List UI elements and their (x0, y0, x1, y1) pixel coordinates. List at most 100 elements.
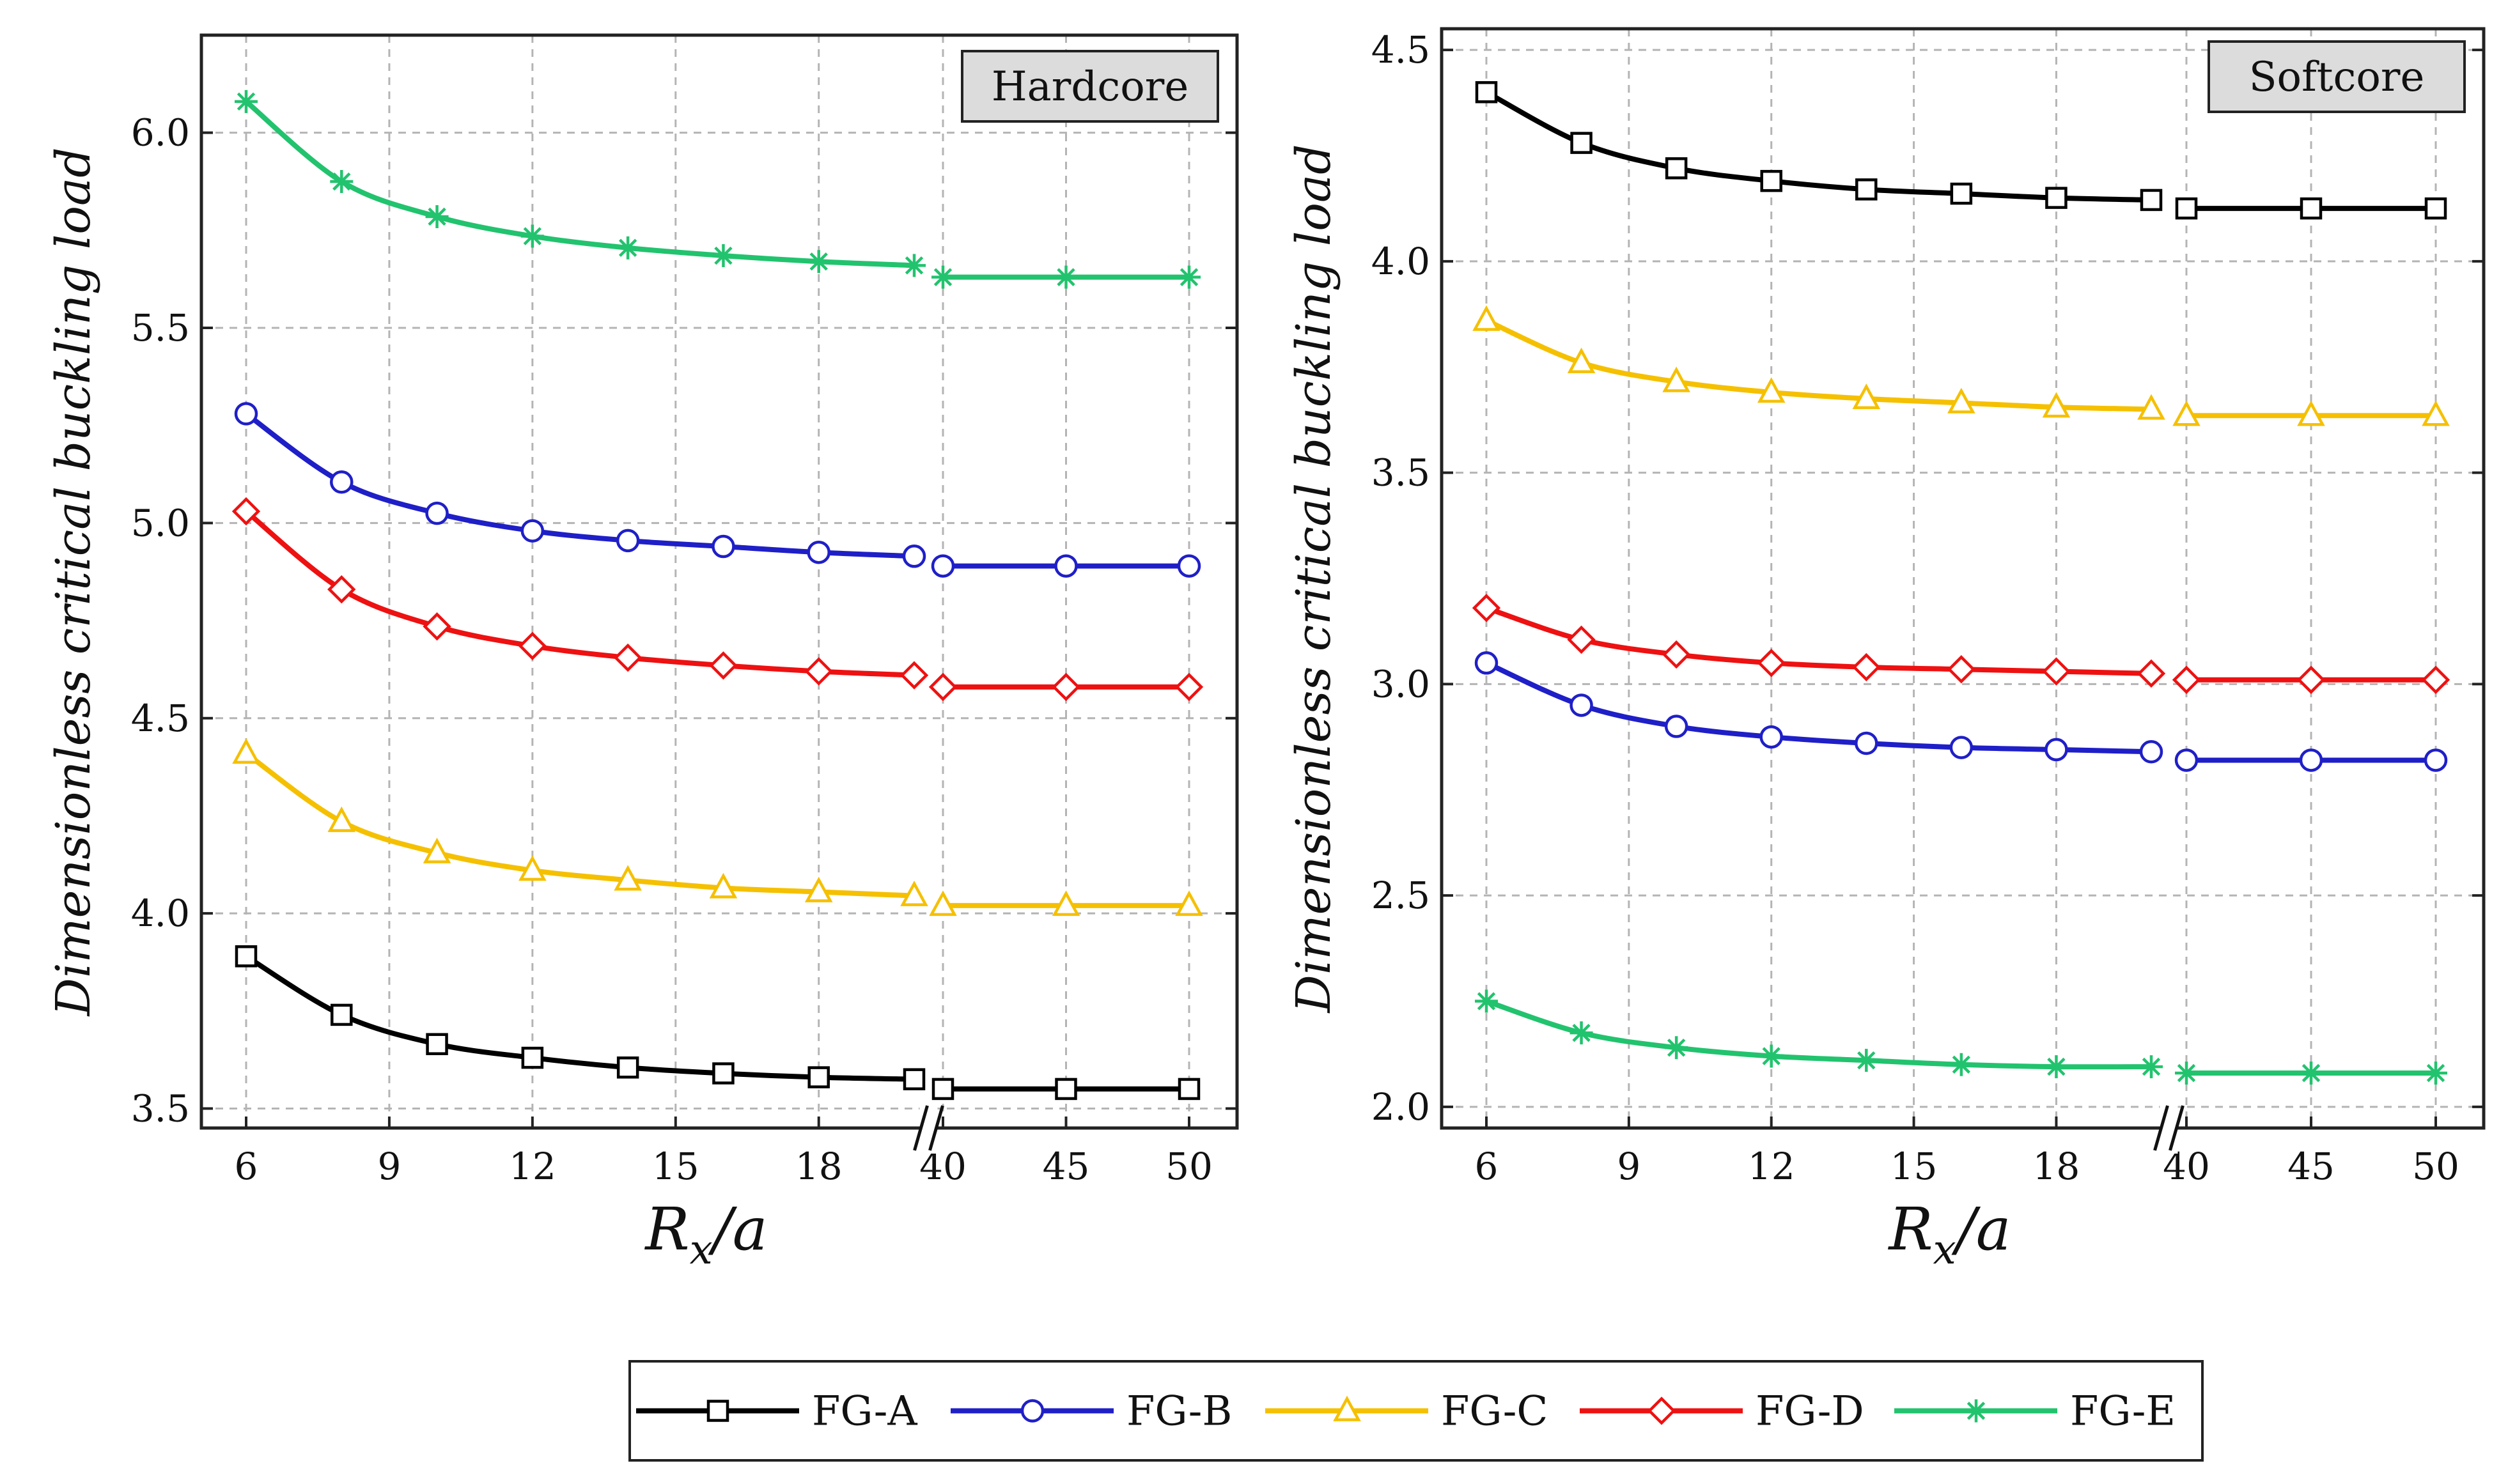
x-tick-label: 12 (509, 1145, 556, 1188)
x-tick-label: 18 (2033, 1145, 2080, 1188)
data-point (614, 865, 642, 891)
x-tick-label: 50 (2412, 1145, 2459, 1188)
series-fg-a (235, 945, 1201, 1101)
data-point (235, 89, 258, 113)
data-point (804, 657, 833, 686)
data-point (331, 1003, 353, 1026)
legend-label: FG-C (1441, 1388, 1548, 1435)
data-point (1947, 387, 1975, 414)
data-point (330, 470, 354, 494)
y-tick-label: 3.5 (131, 1086, 190, 1130)
data-point (900, 880, 928, 906)
legend-item-fg-d: FG-D (1580, 1388, 1864, 1435)
data-point (900, 661, 929, 690)
data-point (709, 651, 738, 680)
data-point (1569, 1021, 1593, 1045)
data-point (1950, 182, 1973, 205)
data-point (2045, 738, 2068, 762)
data-point (616, 236, 640, 259)
data-point (1855, 731, 1878, 755)
data-point (520, 224, 544, 248)
x-tick-label: 50 (1165, 1145, 1213, 1188)
data-point (330, 170, 354, 194)
data-point (1855, 178, 1878, 201)
legend-marker (1333, 1395, 1361, 1421)
data-point (234, 402, 258, 426)
data-point (1474, 651, 1499, 675)
data-point (1662, 640, 1691, 669)
axis-break-mark (2153, 1105, 2169, 1151)
data-point (426, 1033, 448, 1055)
panel-tag: Softcore (2249, 54, 2425, 101)
y-tick-label: 4.0 (131, 892, 190, 935)
x-tick-label: 18 (795, 1145, 843, 1188)
legend-item-fg-e: FG-E (1894, 1388, 2176, 1435)
data-point (235, 945, 258, 968)
data-point (712, 534, 735, 559)
data-point (423, 612, 451, 641)
data-point (1665, 1036, 1688, 1060)
data-point (804, 876, 833, 902)
data-point (613, 643, 643, 672)
y-tick-label: 6.0 (131, 111, 190, 155)
series-line (1485, 318, 2152, 412)
data-point (2174, 748, 2199, 772)
x-tick-label: 12 (1748, 1145, 1795, 1188)
data-point (2299, 748, 2323, 772)
y-tick-label: 2.0 (1371, 1085, 1430, 1129)
legend-label: FG-B (1126, 1388, 1232, 1435)
data-point (1665, 157, 1688, 180)
data-point (807, 1066, 830, 1088)
x-tick-label: 15 (1890, 1145, 1938, 1188)
data-point (1174, 672, 1204, 702)
y-tick-label: 5.0 (131, 501, 190, 545)
x-tick-label: 9 (1617, 1145, 1640, 1188)
axis-break-mask (919, 1102, 938, 1154)
data-point (616, 1056, 639, 1079)
plot-frame (199, 33, 1239, 1130)
x-axis-title: Rx/a (644, 1195, 767, 1274)
panel-tag: Hardcore (992, 63, 1188, 111)
data-point (1178, 265, 1201, 289)
data-point (1472, 305, 1500, 331)
data-point (616, 529, 640, 553)
legend-marker (1020, 1399, 1045, 1423)
data-point (1760, 169, 1782, 192)
axis-break-mask (2160, 1102, 2178, 1154)
data-point (1052, 890, 1080, 916)
x-tick-label: 45 (1043, 1145, 1090, 1188)
data-point (2045, 187, 2068, 209)
series-fg-d (231, 497, 1204, 702)
series-fg-b (234, 402, 1201, 578)
series-fg-b (1474, 651, 2448, 772)
data-point (2296, 665, 2326, 694)
data-point (2297, 400, 2325, 426)
data-point (1949, 1053, 1973, 1076)
data-point (1757, 649, 1786, 677)
data-point (902, 545, 926, 568)
data-point (1177, 554, 1201, 578)
data-point (1852, 653, 1881, 682)
data-point (929, 890, 957, 916)
data-point (1567, 625, 1596, 654)
data-point (931, 265, 954, 289)
data-point (1567, 347, 1596, 373)
data-point (1757, 377, 1786, 403)
legend: FG-A FG-B FG-C FG-D FG-E (628, 1360, 2204, 1462)
data-point (2042, 657, 2071, 686)
legend-marker (1647, 1396, 1676, 1425)
legend-label: FG-D (1756, 1388, 1864, 1435)
data-point (2300, 197, 2323, 220)
series-fg-e (1475, 989, 2447, 1085)
data-point (1855, 1049, 1878, 1072)
data-point (1949, 736, 1974, 759)
data-point (2140, 1055, 2163, 1079)
data-point (2300, 1062, 2323, 1085)
data-point (232, 738, 260, 764)
y-tick-label: 3.0 (1371, 662, 1430, 706)
axis-break-mark (2169, 1105, 2185, 1151)
series-fg-c (232, 738, 1203, 916)
axis-break-mark (913, 1105, 929, 1151)
x-tick-label: 6 (1475, 1145, 1499, 1188)
